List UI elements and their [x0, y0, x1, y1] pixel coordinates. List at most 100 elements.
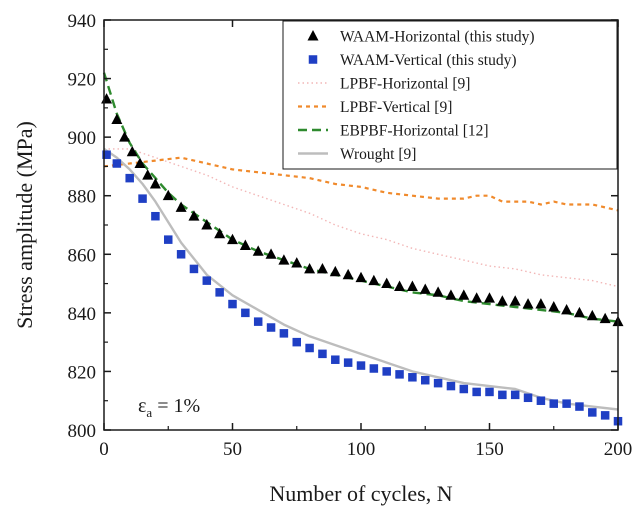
data-point-triangle	[573, 306, 585, 318]
data-point-triangle	[586, 309, 598, 321]
legend-label: LPBF-Horizontal [9]	[340, 76, 470, 93]
data-point-triangle	[342, 268, 354, 280]
data-point-triangle	[126, 145, 138, 157]
data-point-triangle	[214, 227, 226, 239]
annotation-symbol: ε	[138, 395, 146, 417]
x-tick-label: 150	[475, 439, 504, 460]
data-point-square	[600, 411, 610, 420]
y-tick-label: 880	[68, 187, 97, 208]
y-tick-label: 940	[68, 11, 97, 32]
data-point-square	[433, 378, 443, 388]
legend: WAAM-Horizontal (this study) WAAM-Vertica…	[282, 20, 618, 170]
series-1	[102, 150, 623, 426]
data-point-square	[523, 393, 533, 403]
x-tick-label: 0	[99, 439, 109, 460]
data-point-triangle	[394, 280, 406, 291]
data-point-square	[112, 159, 122, 168]
x-tick-label: 200	[604, 439, 633, 460]
legend-swatch-square	[308, 55, 318, 64]
data-point-square	[472, 387, 481, 397]
x-tick-label: 100	[347, 439, 376, 460]
data-point-square	[228, 299, 237, 309]
data-point-triangle	[142, 169, 154, 180]
data-point-square	[241, 308, 250, 318]
data-point-triangle	[432, 286, 444, 297]
strain-amplitude-annotation: εa = 1%	[138, 395, 200, 420]
data-point-square	[369, 364, 379, 373]
data-point-square	[343, 358, 353, 367]
data-point-square	[125, 173, 134, 183]
data-point-square	[536, 396, 546, 405]
data-point-triangle	[134, 157, 146, 168]
data-point-triangle	[265, 248, 277, 259]
data-point-triangle	[368, 274, 380, 286]
x-axis-title: Number of cycles, N	[269, 481, 452, 506]
data-point-square	[176, 250, 186, 259]
data-point-triangle	[111, 113, 123, 125]
data-point-triangle	[304, 262, 316, 274]
series-line	[103, 147, 619, 411]
data-point-triangle	[381, 277, 393, 289]
series-line	[103, 156, 619, 212]
x-tick-label: 50	[223, 439, 242, 460]
data-point-triangle	[484, 292, 495, 303]
data-point-square	[292, 337, 301, 347]
data-point-square	[498, 390, 507, 400]
data-point-square	[588, 408, 597, 417]
data-point-triangle	[406, 280, 418, 291]
data-point-triangle	[175, 201, 187, 212]
data-point-triangle	[535, 298, 547, 309]
data-point-triangle	[509, 295, 521, 306]
data-point-triangle	[278, 254, 290, 265]
data-point-triangle	[548, 301, 560, 312]
data-point-square	[151, 211, 160, 221]
data-point-square	[305, 343, 314, 353]
data-point-square	[485, 387, 494, 397]
y-tick-label: 900	[68, 128, 97, 149]
y-tick-label: 920	[68, 70, 97, 91]
data-point-square	[356, 361, 366, 370]
data-point-triangle	[252, 245, 264, 256]
y-tick-label: 860	[68, 245, 97, 266]
data-point-triangle	[355, 271, 367, 283]
data-point-triangle	[188, 210, 200, 221]
legend-box	[282, 20, 618, 170]
data-point-triangle	[162, 189, 174, 201]
annotation-value: = 1%	[152, 395, 200, 417]
data-point-square	[138, 194, 147, 203]
series-line	[104, 148, 619, 288]
data-point-triangle	[522, 298, 534, 309]
y-tick-label: 840	[68, 304, 97, 325]
data-point-square	[549, 399, 558, 408]
data-point-square	[253, 317, 263, 326]
series-2	[104, 148, 619, 288]
data-point-triangle	[227, 233, 238, 245]
data-point-triangle	[291, 257, 303, 268]
data-point-square	[102, 150, 111, 159]
data-point-triangle	[458, 289, 470, 300]
data-point-square	[279, 329, 289, 338]
data-point-triangle	[201, 219, 213, 230]
data-point-triangle	[119, 131, 131, 142]
legend-label: WAAM-Vertical (this study)	[340, 52, 517, 69]
data-point-square	[266, 323, 276, 332]
data-point-square	[562, 399, 571, 408]
data-point-triangle	[329, 265, 341, 277]
legend-label: EBPBF-Horizontal [12]	[340, 123, 489, 140]
series-layer	[101, 72, 624, 426]
data-point-triangle	[316, 262, 328, 274]
axes-layer: 0 50 100 150 200 800 820 840 860 880 900 920 940	[68, 11, 633, 460]
data-point-square	[164, 235, 173, 244]
data-point-square	[575, 402, 584, 411]
data-point-square	[395, 370, 404, 379]
data-point-triangle	[239, 239, 251, 250]
data-point-square	[318, 349, 327, 359]
series-0	[101, 93, 624, 327]
y-tick-label: 800	[68, 421, 97, 442]
data-point-square	[446, 381, 456, 391]
data-point-square	[202, 276, 212, 285]
data-point-triangle	[471, 292, 483, 303]
data-point-square	[510, 390, 520, 400]
data-point-triangle	[445, 289, 457, 300]
legend-label: WAAM-Horizontal (this study)	[340, 29, 535, 46]
